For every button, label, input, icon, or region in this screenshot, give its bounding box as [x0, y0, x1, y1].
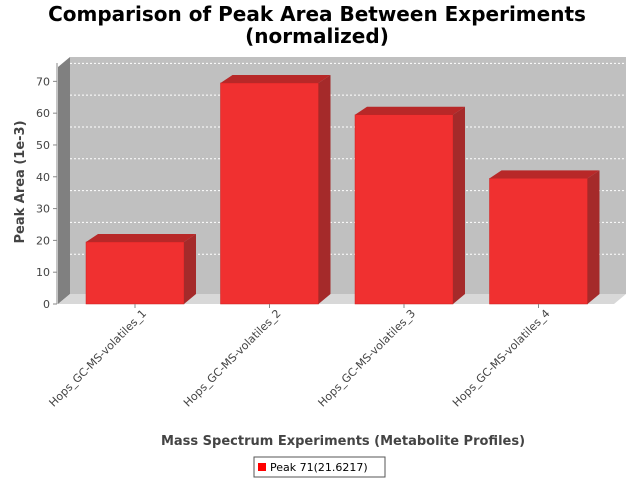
x-axis: Hops_GC-MS-volatiles_1 Hops_GC-MS-volatil…	[47, 304, 553, 409]
y-tick-label: 40	[36, 171, 50, 184]
legend-label: Peak 71(21.6217)	[270, 461, 368, 474]
y-tick-label: 10	[36, 266, 50, 279]
bar	[85, 241, 185, 305]
x-tick-label: Hops_GC-MS-volatiles_2	[181, 307, 284, 410]
legend-swatch	[258, 463, 266, 471]
legend: Peak 71(21.6217)	[253, 456, 386, 478]
bar-top	[86, 233, 196, 242]
y-tick-label: 0	[43, 298, 50, 311]
x-tick-label: Hops_GC-MS-volatiles_4	[450, 307, 553, 410]
x-tick-label: Hops_GC-MS-volatiles_1	[47, 307, 150, 410]
bar	[354, 114, 454, 305]
chart-title-line-1: Comparison of Peak Area Between Experime…	[48, 2, 586, 26]
bar-group	[85, 233, 196, 305]
y-tick-label: 30	[36, 203, 50, 216]
bar	[220, 82, 319, 305]
plot-floor	[58, 294, 626, 304]
y-axis-label: Peak Area (1e-3)	[13, 120, 28, 243]
y-tick-label: 70	[36, 75, 50, 88]
bar-top	[489, 170, 600, 179]
y-tick-label: 20	[36, 234, 50, 247]
bar-side	[453, 106, 465, 304]
bar-side	[318, 74, 331, 304]
bar-top	[220, 74, 331, 83]
y-tick-label: 60	[36, 107, 50, 120]
bar-top	[355, 106, 465, 115]
bar-side	[184, 233, 196, 304]
plot-side-wall	[58, 57, 70, 304]
chart-title-line-2: (normalized)	[245, 24, 389, 48]
bar	[489, 178, 588, 305]
legend-box	[253, 456, 386, 478]
bar-group	[354, 106, 465, 305]
bar-side	[587, 170, 600, 304]
bar-group	[220, 74, 331, 305]
x-tick-label: Hops_GC-MS-volatiles_3	[316, 307, 419, 410]
bar-group	[489, 170, 600, 305]
x-axis-label: Mass Spectrum Experiments (Metabolite Pr…	[161, 434, 525, 449]
y-axis: 0 10 20 30 40 50 60 70	[36, 63, 58, 311]
y-tick-label: 50	[36, 139, 50, 152]
